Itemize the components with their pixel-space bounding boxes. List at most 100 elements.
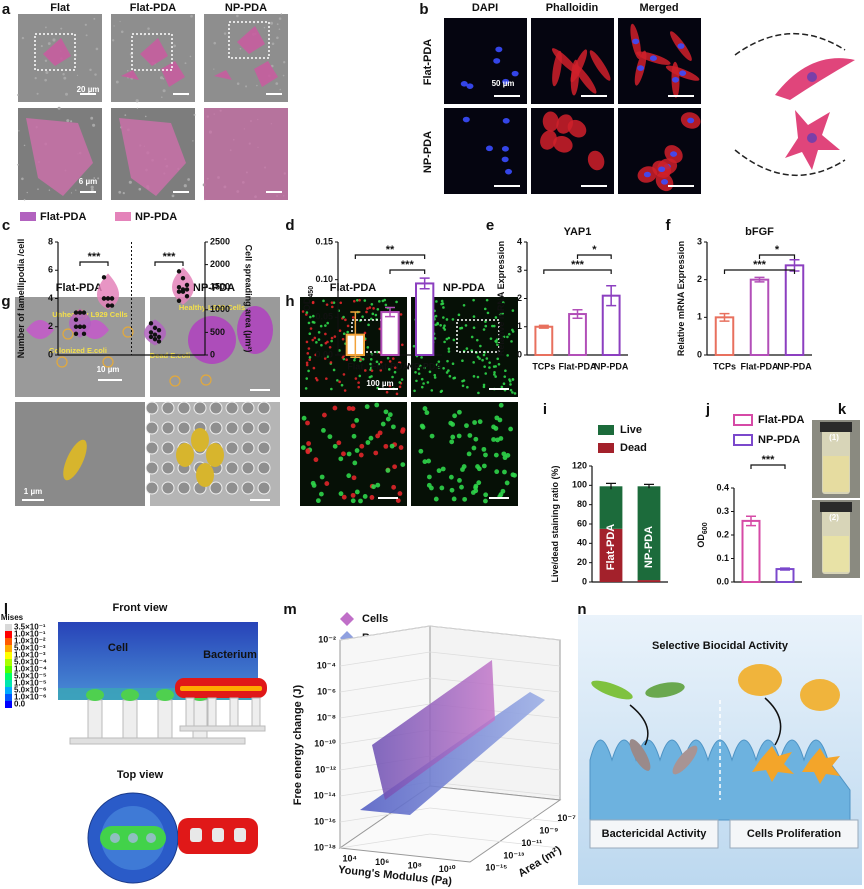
live-cell: [315, 498, 321, 504]
data-point: [180, 275, 186, 281]
legend-swatch: [5, 701, 12, 708]
live-cell: [511, 328, 514, 332]
live-cell: [387, 412, 393, 418]
live-cell: [485, 357, 489, 360]
data-point: [77, 324, 83, 329]
live-cell: [395, 300, 398, 304]
data-point: [152, 325, 158, 331]
texture: [44, 78, 48, 82]
stress: [121, 689, 139, 701]
y-tick-label: 6: [48, 265, 53, 275]
texture: [23, 198, 26, 201]
panel-label: n: [577, 601, 586, 618]
live-cell: [479, 344, 482, 348]
bar: [741, 519, 761, 584]
live-cell: [388, 368, 391, 371]
data-point: [105, 296, 111, 301]
nucleus: [687, 117, 695, 124]
z-tick-label: 10⁻²: [318, 634, 336, 644]
column-title: NP-PDA: [193, 282, 235, 294]
pillar: [192, 699, 208, 741]
pit: [145, 481, 159, 495]
y-tick-label: 2: [697, 274, 702, 284]
error-bar: [538, 324, 549, 329]
cell: [800, 679, 840, 711]
texture: [17, 163, 19, 166]
data-point: [73, 324, 79, 329]
legend-swatch: [733, 434, 753, 446]
texture: [278, 28, 281, 31]
cell: [140, 38, 168, 66]
error-bar: [606, 285, 617, 307]
dead-cell: [313, 336, 317, 340]
live-cell: [300, 445, 306, 451]
texture: [21, 177, 24, 181]
live-cell: [476, 375, 480, 379]
dead-cell: [322, 412, 327, 418]
texture: [136, 107, 139, 109]
live-cell: [491, 437, 496, 442]
live-cell: [305, 377, 309, 380]
y2-tick-label: 0: [210, 349, 215, 359]
y-tick-label: 1: [517, 321, 522, 331]
nucleus: [632, 38, 640, 45]
live-cell: [330, 339, 333, 343]
dead-cell: [333, 335, 337, 338]
live-cell: [500, 385, 504, 389]
live-cell: [435, 300, 438, 303]
y-axis-label-text: Number of lamellipodia /cell: [16, 239, 26, 359]
nucleus: [637, 65, 645, 71]
bacterium: [200, 374, 212, 386]
dead-cell: [305, 340, 309, 344]
error-bar: [572, 309, 583, 320]
live-cell: [477, 391, 480, 395]
live-cell: [497, 363, 501, 366]
pit: [241, 421, 255, 435]
dead-cell: [345, 358, 348, 362]
significance-label: ***: [88, 251, 102, 263]
live-cell: [475, 338, 479, 342]
texture: [36, 92, 39, 95]
pillar: [122, 699, 138, 741]
data-point: [73, 331, 79, 337]
dead-cell: [372, 307, 375, 310]
error-bar: [780, 567, 790, 571]
data-point: [156, 334, 162, 340]
legend-label: Cells: [362, 613, 388, 625]
live-cell: [332, 368, 336, 372]
pit: [209, 421, 223, 435]
bar: [568, 313, 587, 357]
live-cell: [486, 311, 490, 315]
live-cell: [342, 315, 345, 319]
live-cell: [439, 390, 443, 394]
live-cell: [369, 317, 373, 321]
view-title: Top view: [117, 769, 164, 781]
live-cell: [304, 387, 308, 390]
live-cell: [433, 496, 439, 502]
texture: [62, 73, 65, 76]
live-cell: [434, 314, 438, 318]
texture: [173, 44, 176, 48]
live-cell: [496, 343, 499, 346]
legend-swatch: [733, 414, 753, 426]
live-cell: [494, 469, 500, 475]
live-cell: [319, 474, 325, 480]
x-tick-label: Flat-PDA: [741, 361, 780, 371]
pillar: [251, 697, 261, 729]
live-cell: [498, 436, 504, 441]
live-cell: [447, 347, 451, 350]
dead-cell: [366, 307, 369, 310]
dead-cell: [309, 327, 313, 330]
violin: [97, 273, 119, 310]
grid-line: [429, 625, 561, 641]
z-axis-label: Free energy change (J): [292, 684, 304, 805]
live-cell: [377, 362, 381, 366]
y2-tick-label: 500: [210, 327, 225, 337]
data-point: [180, 289, 186, 294]
texture: [161, 96, 163, 99]
panel-label: f: [666, 217, 672, 234]
legend-swatch: [5, 687, 12, 694]
panel-label: j: [705, 401, 710, 418]
dead-cell: [330, 336, 334, 340]
live-cell: [482, 328, 486, 331]
